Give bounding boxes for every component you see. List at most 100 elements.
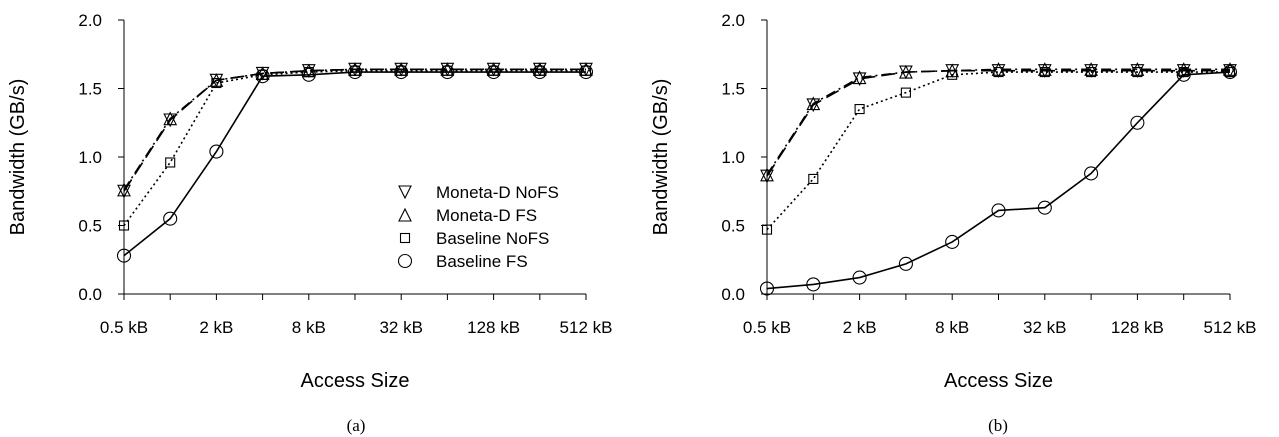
x-tick-label: 512 kB	[1204, 318, 1257, 337]
data-point-circle	[1037, 200, 1052, 215]
data-point-triangle-up	[852, 70, 867, 85]
data-point-circle	[116, 248, 132, 263]
chart-panel-a: 0.0 0.5 1.0 1.5 2.0 0.5 kB 2 kB 8 kB 32 kB 128 kB…	[7, 11, 612, 435]
series-line	[123, 68, 586, 192]
legend-marker-square	[399, 232, 411, 244]
y-axis-title: Bandwidth (GB/s)	[7, 79, 29, 236]
data-point-square	[1178, 67, 1189, 78]
legend-label: Moneta-D FS	[436, 206, 537, 225]
data-point-triangle-down	[1176, 64, 1191, 78]
data-point-square	[165, 157, 176, 168]
data-point-triangle-up	[1084, 62, 1098, 76]
data-point-square	[854, 104, 865, 115]
x-tick-label: 2 kB	[843, 318, 877, 337]
legend-marker-triangle-down	[398, 185, 412, 200]
x-tick-label: 32 kB	[379, 318, 422, 337]
data-point-square	[442, 65, 453, 76]
data-point-triangle-up	[163, 111, 178, 126]
data-point-triangle-down	[163, 113, 178, 128]
legend-marker-triangle-up	[398, 207, 412, 222]
data-point-triangle-up	[991, 62, 1006, 76]
data-point-square	[1086, 67, 1097, 78]
x-tick-label: 128 kB	[467, 318, 520, 337]
x-tick-label: 32 kB	[1023, 318, 1066, 337]
series-line	[123, 69, 586, 226]
data-point-triangle-down	[991, 64, 1006, 78]
y-tick-label: 0.5	[721, 217, 745, 236]
data-point-triangle-up	[899, 64, 913, 79]
y-tick-label: 1.0	[721, 148, 745, 167]
x-tick-label: 8 kB	[935, 318, 969, 337]
y-tick-label: 1.5	[78, 80, 102, 99]
data-point-triangle-down	[806, 98, 821, 113]
legend: Moneta-D NoFS Moneta-D FS Baseline NoFS Bas…	[397, 183, 559, 271]
data-point-square	[349, 65, 361, 76]
data-point-circle	[1222, 65, 1238, 80]
figure-caption: (a)	[347, 416, 366, 435]
y-tick-label: 0.0	[721, 285, 745, 304]
x-tick-label: 2 kB	[199, 318, 233, 337]
x-axis-title: Access Size	[301, 370, 410, 392]
data-point-square	[534, 65, 545, 76]
data-point-triangle-down	[1223, 64, 1237, 78]
data-point-circle	[806, 277, 821, 292]
data-point-circle	[1176, 67, 1191, 82]
data-point-square	[993, 67, 1004, 78]
y-tick-label: 1.0	[78, 148, 102, 167]
x-axis-title: Access Size	[944, 370, 1053, 392]
data-point-square	[808, 173, 819, 184]
data-point-triangle-up	[1037, 62, 1052, 76]
series-line	[766, 71, 1230, 231]
data-point-circle	[759, 281, 775, 296]
x-tick-label: 0.5 kB	[100, 318, 148, 337]
legend-label: Baseline NoFS	[436, 229, 549, 248]
data-point-circle	[486, 65, 501, 80]
data-point-circle	[578, 65, 594, 80]
data-point-triangle-up	[117, 182, 131, 197]
data-point-triangle-down	[760, 169, 774, 184]
y-tick-label: 0.0	[78, 285, 102, 304]
data-point-circle	[163, 211, 178, 226]
data-point-square	[118, 220, 130, 231]
series-line	[766, 68, 1230, 176]
data-point-square	[1039, 67, 1050, 78]
data-point-circle	[852, 270, 867, 285]
data-point-square	[211, 77, 222, 89]
x-tick-label: 8 kB	[292, 318, 326, 337]
legend-label: Baseline FS	[436, 252, 528, 271]
data-point-triangle-down	[1037, 64, 1052, 78]
y-axis-title: Bandwidth (GB/s)	[650, 79, 672, 236]
data-point-triangle-up	[760, 167, 774, 182]
y-tick-label: 0.5	[78, 217, 102, 236]
series-line	[123, 71, 586, 257]
data-point-triangle-down	[1084, 64, 1098, 78]
data-point-square	[947, 69, 958, 80]
x-tick-label: 128 kB	[1111, 318, 1164, 337]
series-line	[766, 69, 1230, 177]
y-tick-label: 2.0	[721, 11, 745, 30]
data-point-circle	[301, 67, 316, 82]
data-point-circle	[1084, 166, 1099, 181]
data-point-square	[396, 65, 407, 76]
data-point-circle	[440, 65, 455, 80]
data-point-circle	[209, 144, 224, 159]
data-point-square	[257, 69, 268, 80]
y-tick-label: 2.0	[78, 11, 102, 30]
data-point-triangle-down	[1130, 64, 1145, 78]
series-line	[123, 68, 586, 191]
data-point-triangle-up	[1130, 62, 1145, 76]
data-point-triangle-up	[1223, 62, 1237, 76]
data-point-circle	[255, 69, 270, 84]
data-point-square	[488, 65, 499, 76]
data-point-circle	[347, 65, 363, 80]
x-tick-label: 0.5 kB	[743, 318, 791, 337]
x-tick-label: 512 kB	[560, 318, 613, 337]
data-point-circle	[1130, 115, 1145, 130]
data-point-circle	[532, 65, 547, 80]
data-point-square	[580, 65, 592, 76]
data-point-triangle-up	[209, 73, 224, 87]
chart-panel-b: 0.0 0.5 1.0 1.5 2.0 0.5 kB 2 kB 8 kB 32 kB 128 kB…	[650, 11, 1256, 435]
data-point-circle	[945, 234, 960, 249]
data-point-circle	[991, 203, 1006, 218]
